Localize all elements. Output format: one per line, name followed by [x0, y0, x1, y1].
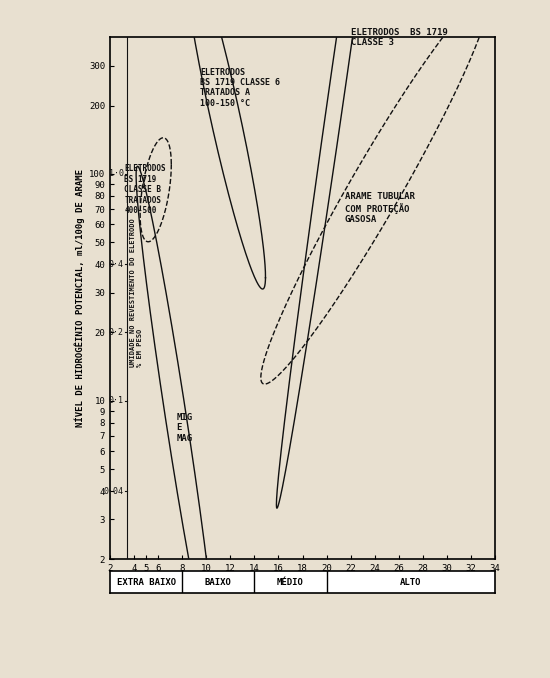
Y-axis label: NÍVEL DE HIDROGÊINIO POTENCIAL, ml/100g DE ARAME: NÍVEL DE HIDROGÊINIO POTENCIAL, ml/100g …	[74, 170, 85, 427]
Text: MÉDIO: MÉDIO	[277, 578, 304, 586]
Text: ELETRODOS
BS 1719 CLASSE 6
TRATADOS A
100-150 °C: ELETRODOS BS 1719 CLASSE 6 TRATADOS A 10…	[200, 68, 280, 108]
Text: 0·2: 0·2	[109, 328, 124, 337]
Text: 0·04: 0·04	[104, 487, 124, 496]
Text: BAIXO: BAIXO	[205, 578, 232, 586]
Text: 0·1: 0·1	[109, 396, 124, 405]
Text: 1·0: 1·0	[109, 170, 124, 178]
Text: ELETRODOS
BS 1719
CLASSE B
TRATADOS
400-500: ELETRODOS BS 1719 CLASSE B TRATADOS 400-…	[124, 165, 166, 215]
Text: EXTRA BAIXO: EXTRA BAIXO	[117, 578, 175, 586]
Text: UMIDADE NO REVESTIMENTO DO ELETRODO
% EM PESO: UMIDADE NO REVESTIMENTO DO ELETRODO % EM…	[130, 218, 144, 367]
X-axis label: NÍVEL DE HIDROGÊINIO NO METAL DEPOSITADO  ml/100g DE DEPÓSITO: NÍVEL DE HIDROGÊINIO NO METAL DEPOSITADO…	[139, 578, 466, 588]
Text: ARAME TUBULAR
COM PROTEÇÃO
GASOSA: ARAME TUBULAR COM PROTEÇÃO GASOSA	[345, 192, 415, 224]
Text: MIG
E
MAG: MIG E MAG	[176, 413, 192, 443]
Text: 0·4: 0·4	[109, 260, 124, 268]
Text: ELETRODOS  BS 1719
CLASSE 3: ELETRODOS BS 1719 CLASSE 3	[350, 28, 447, 47]
Text: ALTO: ALTO	[400, 578, 421, 586]
